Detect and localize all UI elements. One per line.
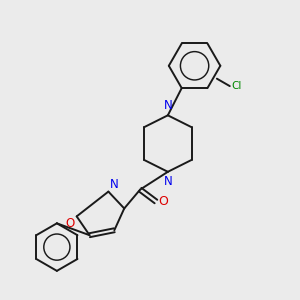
Text: O: O [158, 195, 168, 208]
Text: Cl: Cl [232, 81, 242, 91]
Text: O: O [65, 218, 75, 230]
Text: N: N [164, 99, 172, 112]
Text: N: N [110, 178, 119, 190]
Text: N: N [164, 175, 172, 188]
